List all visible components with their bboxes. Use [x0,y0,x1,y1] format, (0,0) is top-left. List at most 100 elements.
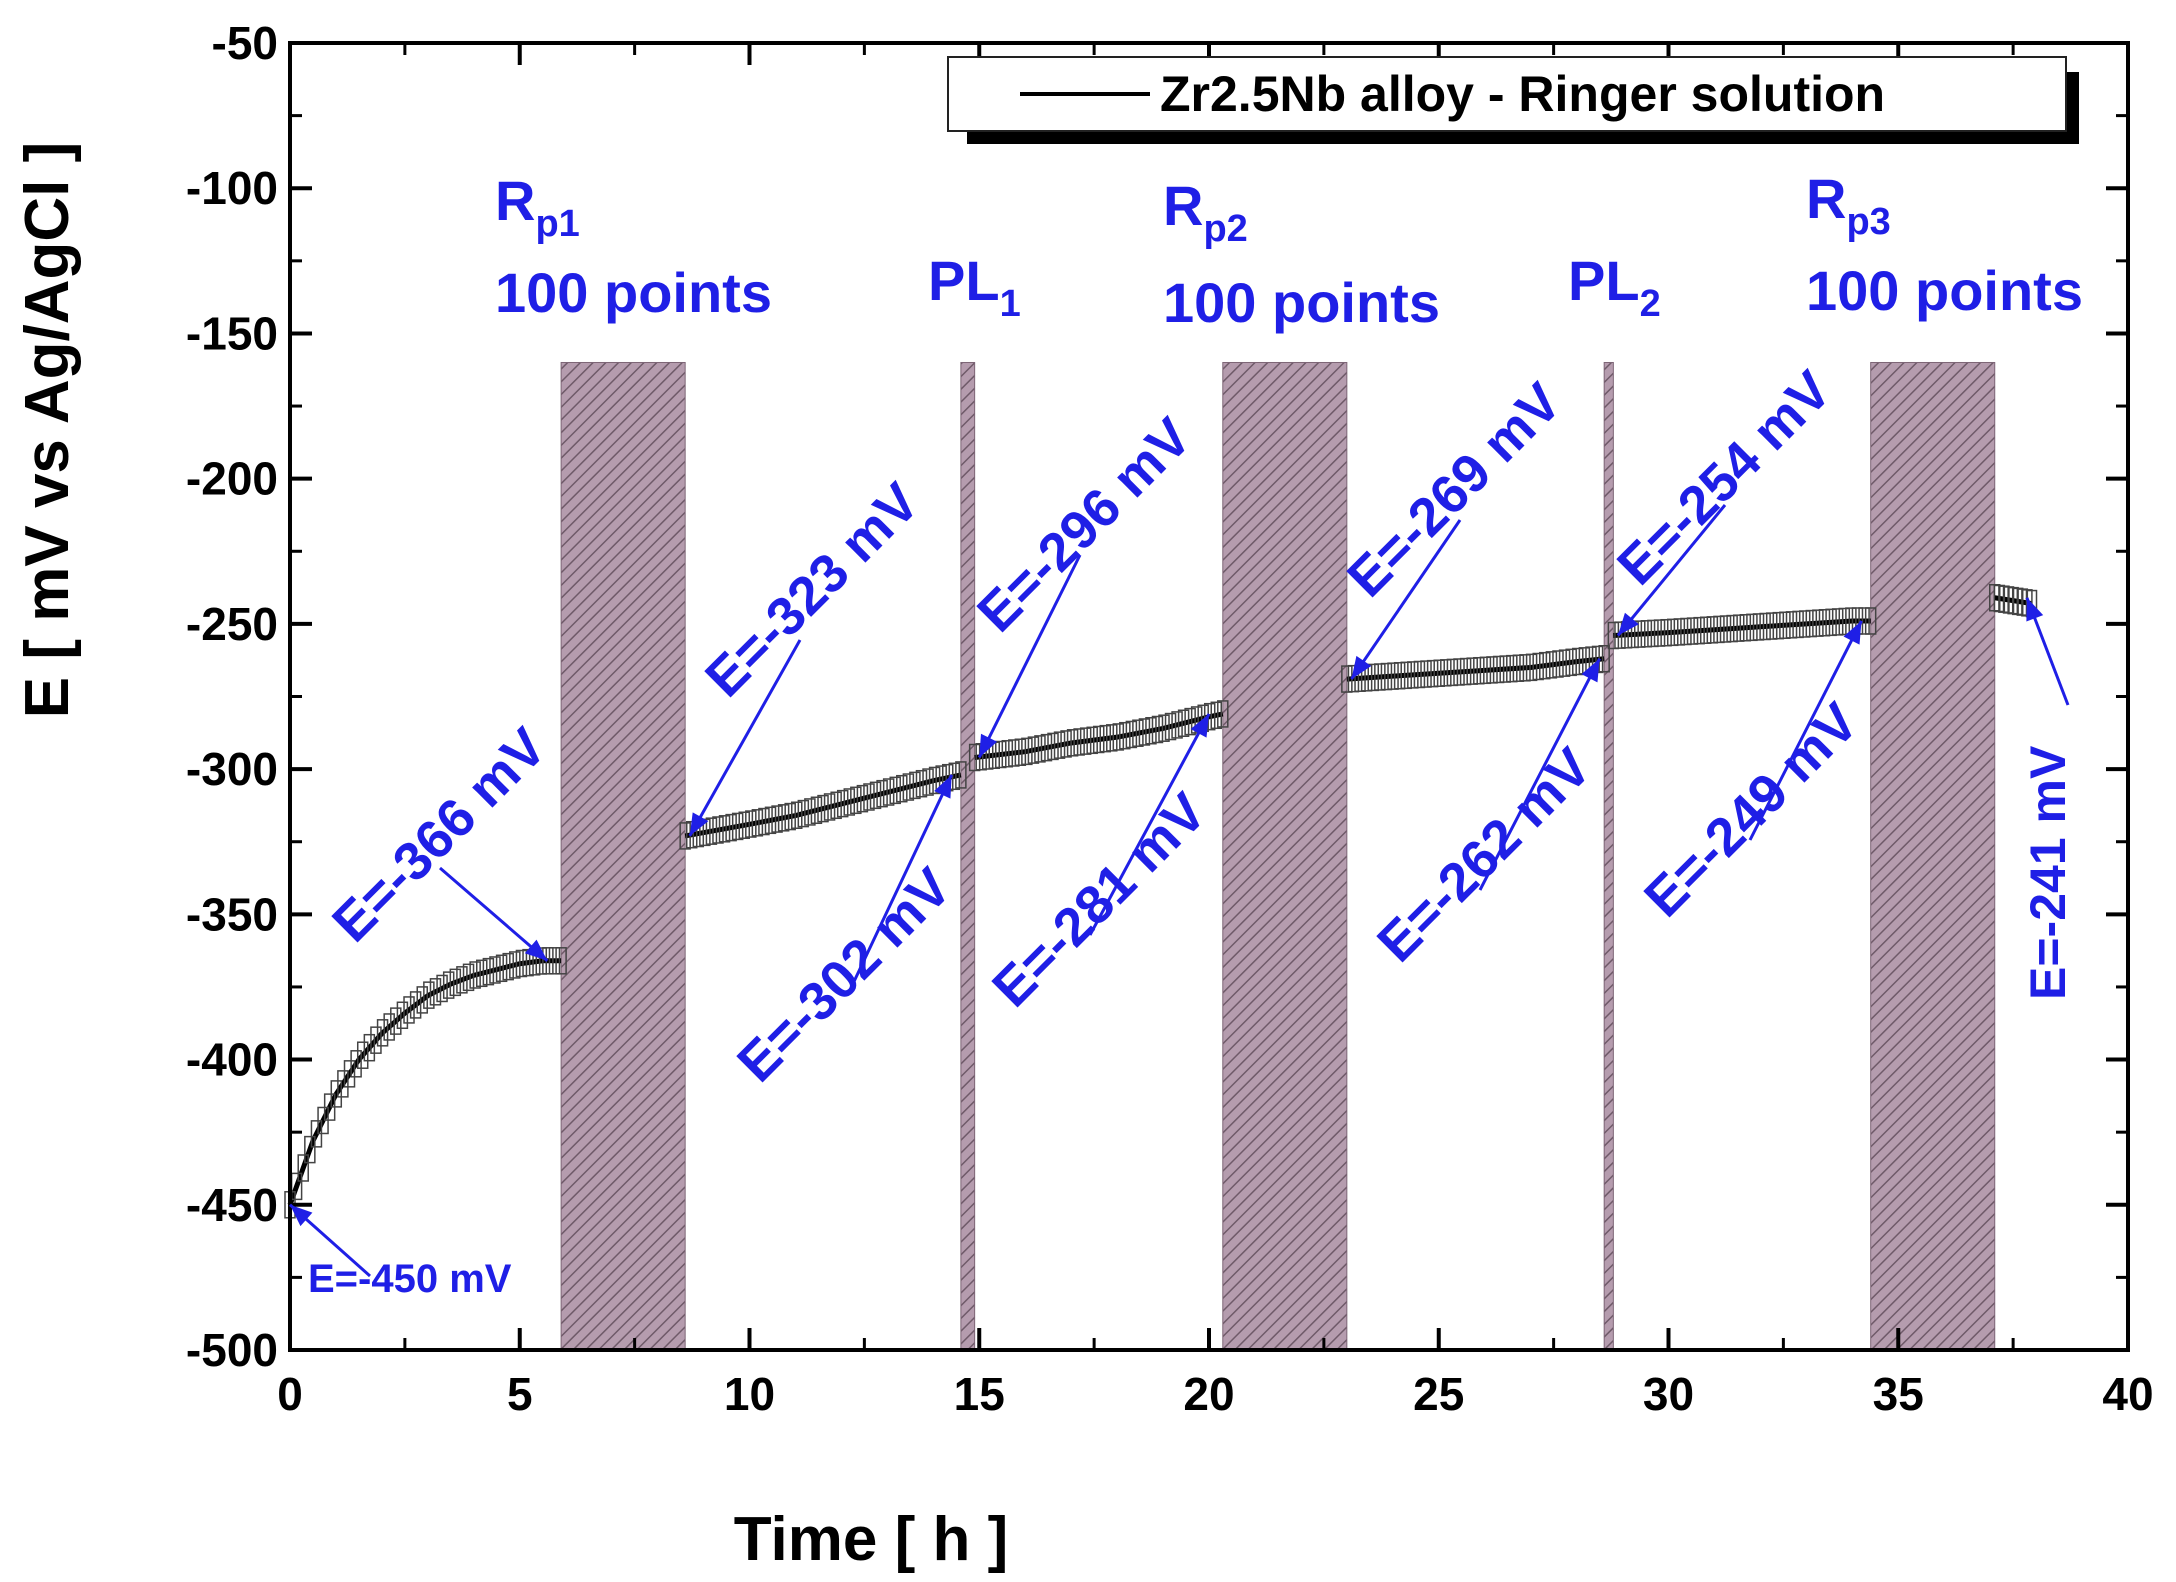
data-point [436,974,448,1003]
annotation-arrowhead [1617,612,1639,636]
data-point [784,802,796,831]
y-axis-title: E [ mV vs Ag/AgCl ] [13,142,82,718]
data-point [555,947,567,975]
block-labels: Rp1 100 points PL1 Rp2 100 points PL2 Rp3 100 p… [495,167,2083,334]
data-point [1838,607,1851,636]
data-point [1190,706,1203,734]
annotations: E=-450 mVE=-366 mVE=-323 mVE=-302 mVE=-2… [289,360,2076,1301]
data-point [1106,724,1118,752]
data-point [1713,615,1725,644]
data-point [1512,654,1525,682]
data-point [1486,656,1498,684]
data-point [542,947,554,975]
annotation-arrow-line [688,639,802,837]
annotation-label: E=-249 mV [1633,692,1870,929]
data-point [1138,718,1151,746]
data-point [489,956,501,984]
y-tick-label: -200 [186,453,278,505]
data-point [1680,617,1692,646]
data-point [995,740,1007,769]
x-tick-label: 0 [277,1368,303,1420]
block-detail-5: 100 points [1806,259,2083,322]
annotation-arrow-line [1478,658,1601,891]
data-point [1407,661,1419,689]
annotation-arrow-line [1350,519,1462,680]
data-point [515,949,528,978]
data-point [449,968,462,997]
data-point [1499,655,1511,683]
measurement-block-2 [960,361,976,1351]
y-tick-label: -100 [186,162,278,214]
data-point [731,812,744,841]
annotation-label: E=-323 mV [694,472,931,709]
data-point [396,1001,409,1030]
data-point [409,991,422,1019]
data-point [1001,739,1014,768]
data-point [548,947,561,975]
measurement-blocks [560,361,1996,1351]
data-point [343,1060,356,1088]
data-point [1158,714,1170,742]
data-point [462,963,475,992]
data-point [810,796,823,825]
data-point [823,793,836,821]
data-point [356,1041,369,1069]
data-point [1785,611,1798,639]
data-point [882,778,895,806]
data-point [1380,662,1393,691]
data-point [1066,729,1079,757]
data-point [403,996,415,1024]
data-point [1400,661,1412,690]
data-point [416,986,428,1014]
x-axis-title: Time [ h ] [734,1505,1008,1574]
block-label-subscript: 1 [1000,283,1021,325]
block-label-5: Rp3 [1806,167,1891,243]
data-point [1440,659,1452,687]
data-point [1746,613,1758,642]
data-point [1420,660,1432,688]
data-point [1558,649,1571,677]
y-tick-label: -450 [186,1179,278,1231]
data-point [1021,737,1033,766]
data-point [863,783,875,811]
data-point [1047,732,1059,761]
data-point [876,779,888,808]
data-point [889,776,901,805]
data-point [1164,712,1177,741]
data-point [350,1050,362,1078]
data-point [1446,658,1459,687]
data-point [1864,607,1877,635]
data-point [1177,709,1190,738]
data-point [1792,610,1804,639]
data-point [836,789,849,818]
data-point [1145,716,1157,745]
data-point [1112,723,1125,751]
data-point [1572,647,1584,676]
data-point [1217,700,1229,728]
data-point [1086,726,1098,755]
data-point [797,799,810,828]
data-point [1492,655,1505,684]
annotation-arrow-line [1748,620,1863,841]
data-point [1099,724,1111,753]
data-point [383,1013,395,1041]
data-point [1798,610,1811,638]
data-point [456,966,468,994]
data-point [1040,733,1053,762]
data-point [1653,619,1666,647]
data-point [376,1019,389,1047]
data-point [1726,614,1738,643]
annotation-label: E=-269 mV [1336,372,1573,609]
data-point [1634,620,1646,648]
data-point [1347,664,1360,693]
data-point [1545,651,1558,679]
data-point [509,951,521,979]
x-tick-label: 15 [954,1368,1005,1420]
data-point [922,768,934,796]
data-point [955,761,967,789]
data-point [495,954,508,983]
data-point [869,781,882,810]
data-point [1506,654,1518,683]
block-label-2: PL1 [928,249,1021,325]
data-point [791,801,803,830]
